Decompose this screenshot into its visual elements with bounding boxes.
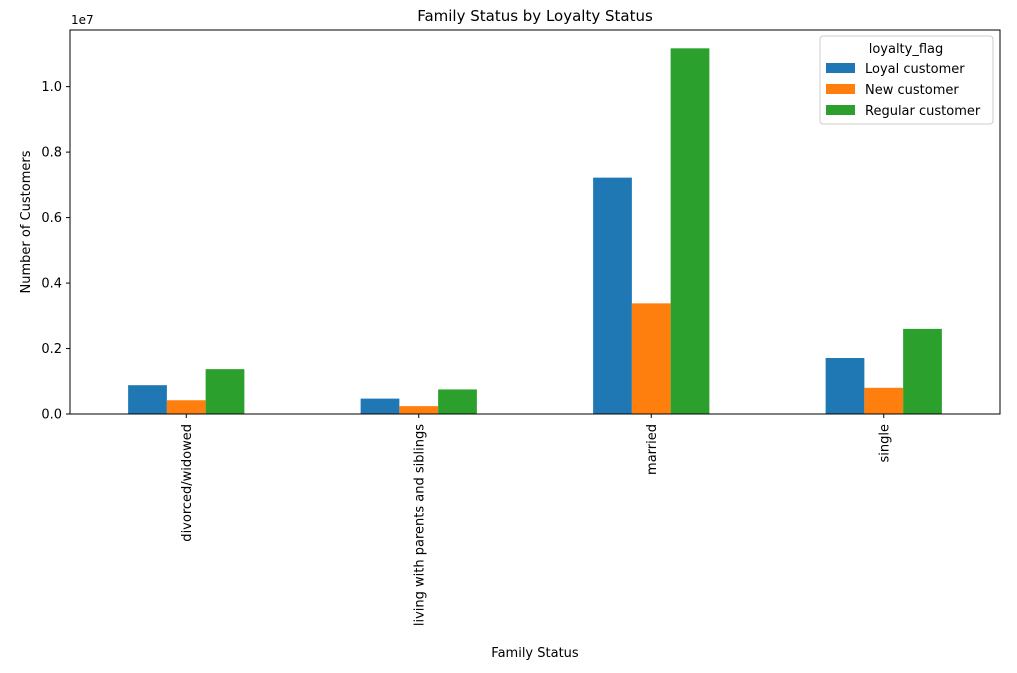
legend-frame bbox=[819, 35, 994, 125]
bar-regular-customer-1 bbox=[438, 389, 477, 414]
x-axis-label: Family Status bbox=[491, 646, 579, 661]
legend-swatch bbox=[826, 105, 855, 115]
legend-label: New customer bbox=[865, 83, 959, 98]
x-tick-label: living with parents and siblings bbox=[412, 424, 427, 626]
x-tick-label: married bbox=[645, 424, 660, 475]
chart-title: Family Status by Loyalty Status bbox=[417, 7, 653, 25]
plot-frame bbox=[69, 29, 1001, 415]
y-tick-label: 0.8 bbox=[41, 146, 62, 161]
x-tick-label: divorced/widowed bbox=[180, 424, 195, 542]
x-axis-ticks: divorced/widowed living with parents and … bbox=[180, 414, 892, 626]
bar-new-customer-0 bbox=[166, 400, 206, 414]
legend-swatch bbox=[826, 84, 855, 94]
y-tick-label: 0.6 bbox=[41, 211, 62, 226]
y-axis-label: Number of Customers bbox=[19, 150, 34, 293]
legend-items: Loyal customer New customer Regular custom… bbox=[826, 62, 981, 119]
bar-new-customer-1 bbox=[399, 406, 439, 414]
bar-loyal-customer-3 bbox=[825, 358, 865, 414]
y-tick-label: 0.2 bbox=[41, 342, 62, 357]
bar-regular-customer-3 bbox=[903, 328, 942, 414]
legend-label: Regular customer bbox=[865, 104, 981, 119]
y-tick-label: 0.0 bbox=[41, 408, 62, 423]
bar-regular-customer-2 bbox=[670, 48, 710, 414]
bar-loyal-customer-1 bbox=[360, 398, 400, 414]
y-tick-label: 0.4 bbox=[41, 277, 62, 292]
legend-title: loyalty_flag bbox=[869, 42, 944, 57]
y-tick-label: 1.0 bbox=[41, 80, 62, 95]
legend: loyalty_flag Loyal customer New customer R… bbox=[819, 35, 994, 125]
legend-label: Loyal customer bbox=[865, 62, 965, 77]
bar-loyal-customer-2 bbox=[593, 177, 632, 414]
bar-new-customer-3 bbox=[864, 387, 904, 414]
bars-group bbox=[128, 48, 942, 414]
legend-swatch bbox=[826, 63, 855, 73]
y-axis-offset-label: 1e7 bbox=[71, 13, 94, 27]
bar-loyal-customer-0 bbox=[128, 385, 167, 414]
x-tick-label: single bbox=[877, 424, 892, 463]
y-axis-ticks: 0.0 0.2 0.4 0.6 0.8 1.0 bbox=[41, 80, 70, 423]
bar-new-customer-2 bbox=[631, 303, 671, 414]
bar-regular-customer-0 bbox=[205, 369, 245, 414]
